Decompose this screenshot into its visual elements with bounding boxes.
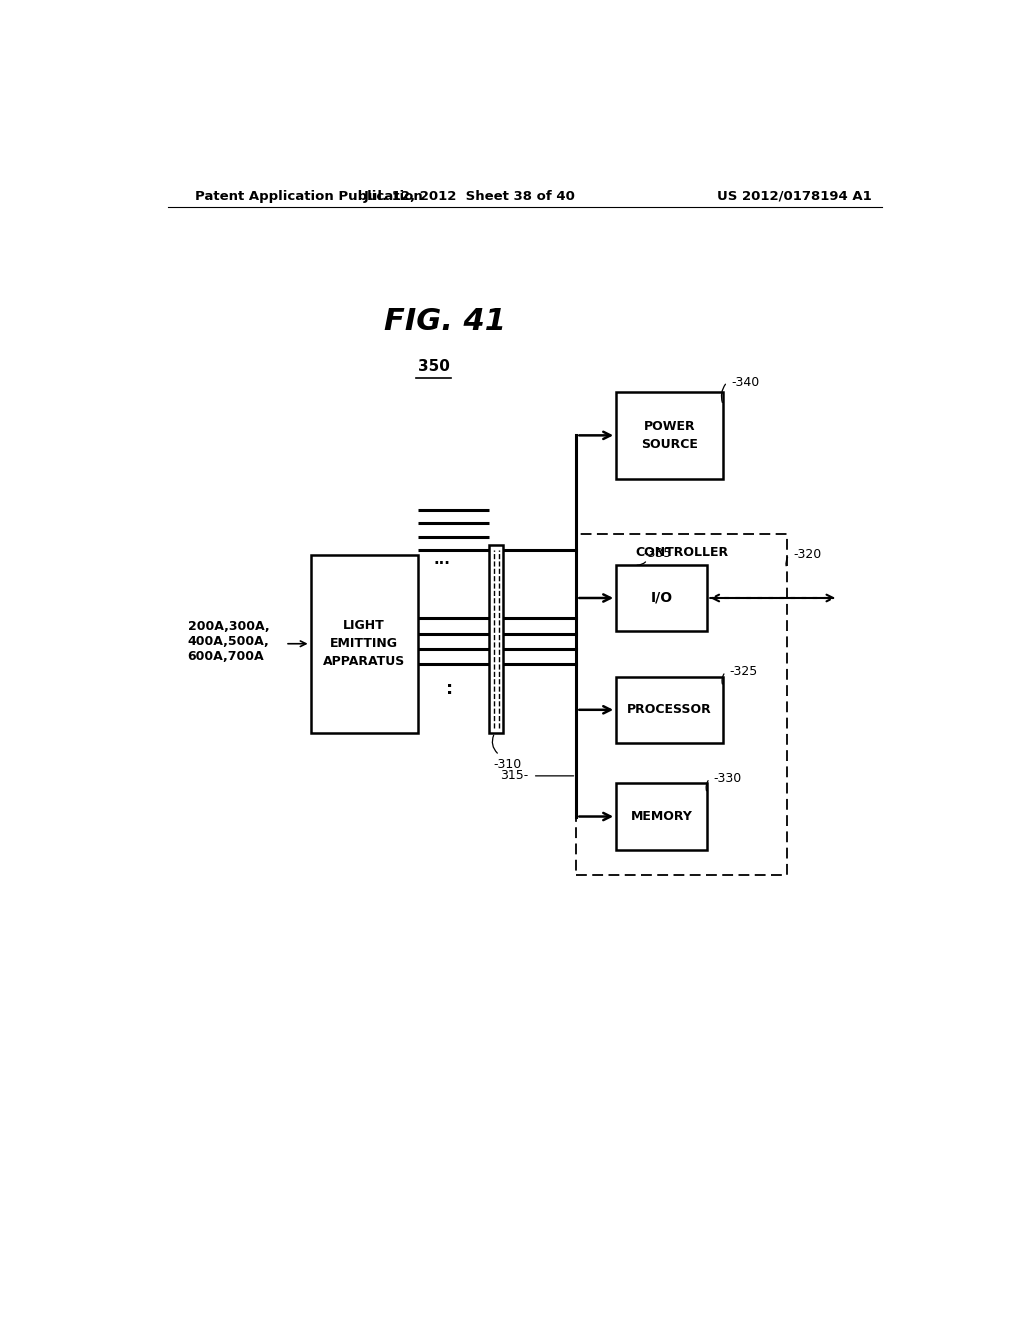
Text: PROCESSOR: PROCESSOR [628,704,712,717]
Text: LIGHT
EMITTING
APPARATUS: LIGHT EMITTING APPARATUS [323,619,406,668]
Text: -310: -310 [494,758,521,771]
Text: I/O: I/O [650,591,673,605]
Bar [310,554,418,733]
Text: -340: -340 [731,375,760,388]
Text: POWER
SOURCE: POWER SOURCE [641,420,698,451]
Text: -335: -335 [643,546,672,560]
Text: MEMORY: MEMORY [631,810,692,822]
Text: 350: 350 [418,359,450,375]
Text: -320: -320 [793,548,821,561]
Text: ...: ... [433,552,450,568]
Bar [616,677,723,743]
Text: Patent Application Publication: Patent Application Publication [196,190,423,202]
Text: -325: -325 [729,665,758,678]
Bar [616,392,723,479]
Text: :: : [445,681,453,698]
Text: 200A,300A,
400A,500A,
600A,700A: 200A,300A, 400A,500A, 600A,700A [187,619,269,663]
Bar [616,784,708,850]
Bar [489,545,504,733]
Text: -330: -330 [714,772,742,785]
Text: 315-: 315- [501,770,528,783]
Bar [577,535,786,875]
Bar [616,565,708,631]
Text: US 2012/0178194 A1: US 2012/0178194 A1 [717,190,872,202]
Text: FIG. 41: FIG. 41 [384,306,507,335]
Text: CONTROLLER: CONTROLLER [635,546,728,560]
Text: Jul. 12, 2012  Sheet 38 of 40: Jul. 12, 2012 Sheet 38 of 40 [364,190,575,202]
